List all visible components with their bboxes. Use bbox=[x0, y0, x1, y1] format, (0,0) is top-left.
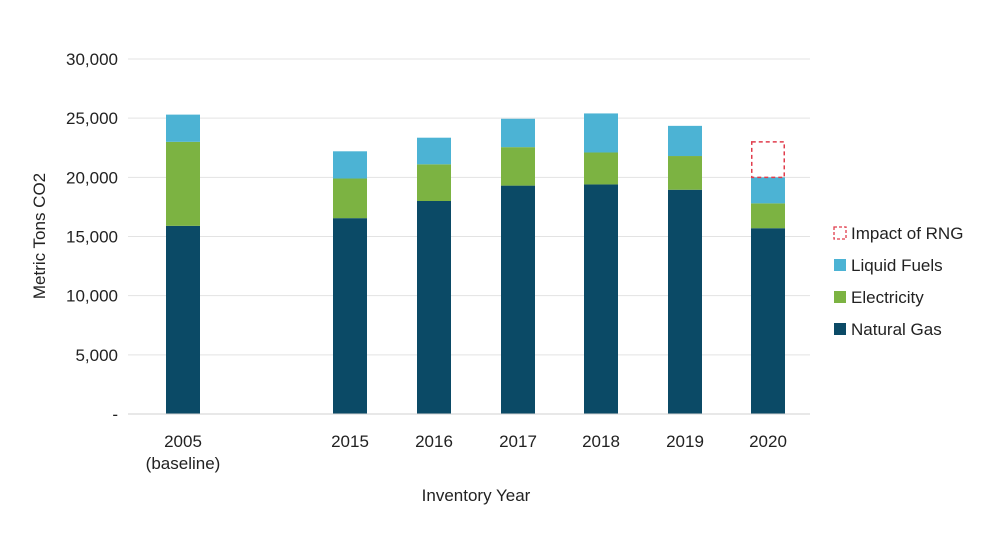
y-tick-label: 30,000 bbox=[66, 50, 118, 69]
x-tick-label: 2020 bbox=[749, 432, 787, 451]
bar-impact-of-rng-2020 bbox=[751, 141, 785, 179]
y-tick-label: 15,000 bbox=[66, 228, 118, 247]
x-tick-label: 2018 bbox=[582, 432, 620, 451]
bar-electricity-2005 bbox=[166, 141, 200, 226]
bar-electricity-2017 bbox=[501, 147, 535, 186]
bar-natural-gas-2005 bbox=[166, 225, 200, 414]
legend-swatch-natural-gas bbox=[834, 323, 846, 335]
x-axis-title: Inventory Year bbox=[422, 486, 531, 505]
gridlines bbox=[128, 58, 810, 356]
x-tick-label: 2019 bbox=[666, 432, 704, 451]
bar-natural-gas-2020 bbox=[751, 228, 785, 414]
bar-electricity-2018 bbox=[584, 152, 618, 185]
bar-natural-gas-2019 bbox=[668, 189, 702, 414]
x-tick-label: 2016 bbox=[415, 432, 453, 451]
bar-liquid-fuels-2015 bbox=[333, 151, 367, 179]
bar-liquid-fuels-2005 bbox=[166, 114, 200, 142]
x-tick-label: (baseline) bbox=[146, 454, 221, 473]
bar-natural-gas-2017 bbox=[501, 185, 535, 414]
legend-label: Natural Gas bbox=[851, 320, 942, 339]
bar-electricity-2019 bbox=[668, 156, 702, 190]
y-axis-title: Metric Tons CO2 bbox=[30, 173, 49, 299]
x-tick-label: 2005 bbox=[164, 432, 202, 451]
x-tick-label: 2017 bbox=[499, 432, 537, 451]
bars bbox=[166, 113, 785, 414]
legend-swatch-impact-of-rng bbox=[833, 226, 847, 240]
legend-swatch-liquid-fuels bbox=[834, 259, 846, 271]
y-tick-label: 5,000 bbox=[75, 346, 118, 365]
bar-liquid-fuels-2018 bbox=[584, 113, 618, 153]
bar-natural-gas-2015 bbox=[333, 218, 367, 414]
bar-liquid-fuels-2017 bbox=[501, 118, 535, 148]
bar-electricity-2020 bbox=[751, 203, 785, 229]
bar-natural-gas-2018 bbox=[584, 184, 618, 414]
bar-natural-gas-2016 bbox=[417, 201, 451, 414]
y-tick-label: 20,000 bbox=[66, 168, 118, 187]
bar-liquid-fuels-2020 bbox=[751, 177, 785, 204]
legend-label: Liquid Fuels bbox=[851, 256, 943, 275]
legend-swatch-electricity bbox=[834, 291, 846, 303]
x-axis-tick-labels: 2005 (baseline) 2015 2016 2017 2018 2019 2020 bbox=[146, 432, 787, 473]
bar-liquid-fuels-2019 bbox=[668, 125, 702, 157]
legend-label: Impact of RNG bbox=[851, 224, 963, 243]
legend-label: Electricity bbox=[851, 288, 924, 307]
x-tick-label: 2015 bbox=[331, 432, 369, 451]
legend: Impact of RNG Liquid Fuels Electricity Natu… bbox=[833, 224, 963, 339]
y-axis-tick-labels: - 5,000 10,000 15,000 20,000 25,000 30,000 bbox=[66, 50, 118, 424]
bar-liquid-fuels-2016 bbox=[417, 137, 451, 165]
y-tick-label: 10,000 bbox=[66, 287, 118, 306]
y-tick-label: - bbox=[112, 405, 118, 424]
bar-electricity-2015 bbox=[333, 178, 367, 219]
bar-electricity-2016 bbox=[417, 164, 451, 201]
y-tick-label: 25,000 bbox=[66, 109, 118, 128]
